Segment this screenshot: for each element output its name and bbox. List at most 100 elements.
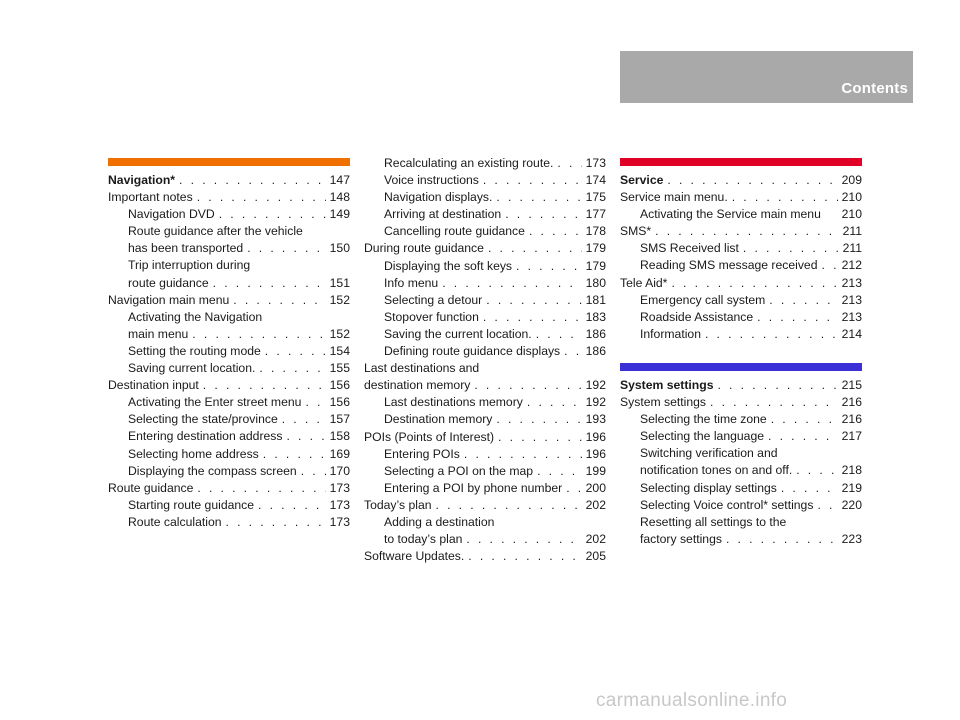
toc-entry[interactable]: Saving the current location. 186 bbox=[364, 326, 606, 343]
toc-entry[interactable]: Service main menu. 210 bbox=[620, 189, 862, 206]
toc-entry[interactable]: Selecting Voice control* settings 220 bbox=[620, 497, 862, 514]
toc-entry[interactable]: POIs (Points of Interest) 196 bbox=[364, 429, 606, 446]
toc-entry-page-number: 216 bbox=[841, 412, 862, 427]
toc-entry[interactable]: Destination input 156 bbox=[108, 377, 350, 394]
toc-entry[interactable]: Arriving at destination 177 bbox=[364, 206, 606, 223]
toc-entry-label: Info menu bbox=[384, 275, 439, 290]
toc-entry-page-number: 173 bbox=[585, 156, 606, 170]
toc-entry[interactable]: System settings 215 bbox=[620, 377, 862, 394]
toc-entry[interactable]: destination memory 192 bbox=[364, 377, 606, 394]
toc-entry[interactable]: Emergency call system 213 bbox=[620, 292, 862, 309]
toc-entry-page-number: 212 bbox=[841, 258, 862, 273]
toc-entry[interactable]: notification tones on and off. 218 bbox=[620, 462, 862, 479]
toc-entry-page-number: 192 bbox=[585, 378, 606, 393]
toc-entry[interactable]: Navigation DVD 149 bbox=[108, 206, 350, 223]
toc-entry-label: Selecting a detour bbox=[384, 292, 483, 307]
toc-entry[interactable]: During route guidance 179 bbox=[364, 240, 606, 257]
toc-entry[interactable]: Setting the routing mode 154 bbox=[108, 343, 350, 360]
dot-leader bbox=[705, 326, 838, 343]
toc-entry[interactable]: route guidance 151 bbox=[108, 275, 350, 292]
toc-entry[interactable]: Selecting the state/province 157 bbox=[108, 411, 350, 428]
toc-entry[interactable]: Route guidance 173 bbox=[108, 480, 350, 497]
toc-entry[interactable]: Selecting the language 217 bbox=[620, 428, 862, 445]
toc-entry[interactable]: main menu 152 bbox=[108, 326, 350, 343]
toc-entry-page-number: 217 bbox=[841, 429, 862, 444]
toc-entry[interactable]: Selecting a POI on the map 199 bbox=[364, 463, 606, 480]
toc-entry[interactable]: Recalculating an existing route. 173 bbox=[364, 155, 606, 172]
toc-entry[interactable]: Last destinations memory 192 bbox=[364, 394, 606, 411]
dot-leader bbox=[468, 548, 581, 565]
toc-entry-label: Defining route guidance displays bbox=[384, 344, 561, 359]
toc-entry-label: has been transported bbox=[128, 241, 244, 256]
contents-header-box bbox=[620, 51, 913, 103]
toc-entry[interactable]: Activating the Enter street menu 156 bbox=[108, 394, 350, 411]
toc-entry[interactable]: Adding a destination bbox=[364, 514, 606, 531]
toc-entry[interactable]: Navigation displays. 175 bbox=[364, 189, 606, 206]
toc-entry[interactable]: Navigation* 147 bbox=[108, 172, 350, 189]
toc-entry[interactable]: Selecting display settings 219 bbox=[620, 480, 862, 497]
toc-entry[interactable]: Activating the Service main menu 210 bbox=[620, 206, 862, 223]
toc-entry[interactable]: Important notes 148 bbox=[108, 189, 350, 206]
section-color-bar bbox=[620, 362, 862, 371]
toc-entry[interactable]: Entering destination address 158 bbox=[108, 428, 350, 445]
toc-entry-label: Navigation main menu bbox=[108, 292, 230, 307]
toc-entry[interactable]: Destination memory 193 bbox=[364, 411, 606, 428]
toc-entry[interactable]: Entering POIs 196 bbox=[364, 446, 606, 463]
toc-entry[interactable]: Displaying the soft keys 179 bbox=[364, 258, 606, 275]
toc-entry[interactable]: Roadside Assistance 213 bbox=[620, 309, 862, 326]
dot-leader bbox=[263, 446, 326, 463]
toc-entry[interactable]: Starting route guidance 173 bbox=[108, 497, 350, 514]
toc-entry-label: Selecting home address bbox=[128, 446, 259, 461]
toc-entry[interactable]: Selecting home address 169 bbox=[108, 446, 350, 463]
dot-leader bbox=[442, 275, 581, 292]
watermark-text: carmanualsonline.info bbox=[596, 690, 788, 711]
dot-leader bbox=[301, 463, 326, 480]
dot-leader bbox=[265, 343, 326, 360]
dot-leader bbox=[726, 531, 838, 548]
toc-entry-page-number: 215 bbox=[841, 377, 862, 392]
toc-entry-page-number: 155 bbox=[329, 361, 350, 376]
toc-entry-page-number: 199 bbox=[585, 463, 606, 478]
toc-entry[interactable]: Switching verification and bbox=[620, 445, 862, 462]
toc-entry[interactable]: Trip interruption during bbox=[108, 257, 350, 274]
toc-entry[interactable]: Activating the Navigation bbox=[108, 309, 350, 326]
toc-entry-page-number: 177 bbox=[585, 207, 606, 222]
dot-leader bbox=[566, 480, 581, 497]
toc-entry[interactable]: Reading SMS message received 212 bbox=[620, 257, 862, 274]
toc-entry[interactable]: Voice instructions 174 bbox=[364, 172, 606, 189]
toc-entry-page-number: 173 bbox=[329, 480, 350, 495]
toc-entry[interactable]: Route guidance after the vehicle bbox=[108, 223, 350, 240]
toc-entry[interactable]: Information 214 bbox=[620, 326, 862, 343]
toc-entry[interactable]: Defining route guidance displays 186 bbox=[364, 343, 606, 360]
toc-entry[interactable]: Cancelling route guidance 178 bbox=[364, 223, 606, 240]
toc-entry[interactable]: Stopover function 183 bbox=[364, 309, 606, 326]
toc-entry[interactable]: Selecting a detour 181 bbox=[364, 292, 606, 309]
toc-entry[interactable]: factory settings 223 bbox=[620, 531, 862, 548]
toc-entry[interactable]: Resetting all settings to the bbox=[620, 514, 862, 531]
dot-leader bbox=[496, 189, 581, 206]
toc-entry[interactable]: Selecting the time zone 216 bbox=[620, 411, 862, 428]
toc-entry-page-number: 213 bbox=[841, 275, 862, 290]
toc-entry-page-number: 180 bbox=[585, 275, 606, 290]
toc-entry[interactable]: SMS* 211 bbox=[620, 223, 862, 240]
dot-leader bbox=[537, 463, 582, 480]
toc-entry[interactable]: Tele Aid* 213 bbox=[620, 275, 862, 292]
toc-entry[interactable]: has been transported 150 bbox=[108, 240, 350, 257]
toc-entry[interactable]: Service 209 bbox=[620, 172, 862, 189]
toc-entry-label: During route guidance bbox=[364, 241, 484, 256]
toc-entry[interactable]: SMS Received list 211 bbox=[620, 240, 862, 257]
toc-entry[interactable]: to today’s plan 202 bbox=[364, 531, 606, 548]
toc-entry-label: Roadside Assistance bbox=[640, 309, 754, 324]
toc-entry[interactable]: Navigation main menu 152 bbox=[108, 292, 350, 309]
toc-entry[interactable]: Displaying the compass screen 170 bbox=[108, 463, 350, 480]
toc-entry[interactable]: Software Updates. 205 bbox=[364, 548, 606, 565]
toc-entry[interactable]: Today’s plan 202 bbox=[364, 497, 606, 514]
toc-entry[interactable]: Entering a POI by phone number 200 bbox=[364, 480, 606, 497]
toc-entry[interactable]: Info menu 180 bbox=[364, 275, 606, 292]
toc-entry-label: Stopover function bbox=[384, 309, 479, 324]
toc-entry[interactable]: Last destinations and bbox=[364, 360, 606, 377]
toc-entry[interactable]: Saving current location. 155 bbox=[108, 360, 350, 377]
toc-entry[interactable]: System settings 216 bbox=[620, 394, 862, 411]
toc-entry[interactable]: Route calculation 173 bbox=[108, 514, 350, 531]
toc-entry-label: Selecting display settings bbox=[640, 480, 777, 495]
